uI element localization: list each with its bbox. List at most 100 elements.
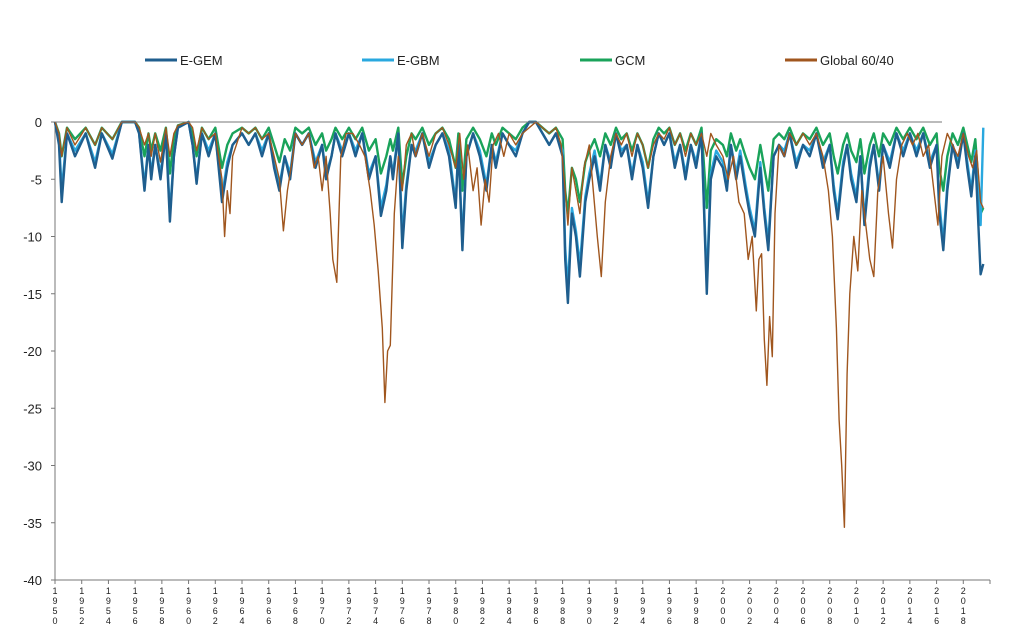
y-tick-label: -10 (23, 230, 42, 245)
x-tick-char: 7 (400, 606, 405, 616)
x-tick-char: 4 (373, 616, 378, 626)
series-layer (53, 120, 985, 528)
x-tick-char: 4 (640, 616, 645, 626)
x-tick-char: 4 (106, 616, 111, 626)
x-tick-char: 8 (694, 616, 699, 626)
legend-label-0: E-GEM (180, 53, 223, 68)
y-tick-label: -25 (23, 401, 42, 416)
x-tick-char: 9 (239, 596, 244, 606)
legend: E-GEM E-GBM GCM Global 60/40 (145, 53, 894, 68)
x-tick-char: 1 (106, 586, 111, 596)
x-tick-char: 9 (52, 596, 57, 606)
x-tick-char: 9 (613, 606, 618, 616)
x-tick-char: 2 (346, 616, 351, 626)
x-tick-char: 1 (400, 586, 405, 596)
x-tick-char: 9 (320, 596, 325, 606)
x-tick-char: 6 (667, 616, 672, 626)
x-tick-char: 2 (907, 586, 912, 596)
x-tick-char: 0 (453, 616, 458, 626)
y-tick-label: -30 (23, 459, 42, 474)
x-tick-char: 9 (426, 596, 431, 606)
x-tick-char: 0 (854, 616, 859, 626)
x-tick-char: 1 (934, 606, 939, 616)
x-tick-char: 1 (293, 586, 298, 596)
x-tick-char: 9 (133, 596, 138, 606)
y-tick-label: -20 (23, 344, 42, 359)
series-line-3 (54, 121, 984, 528)
y-axis: 0 -5 -10 -15 -20 -25 -30 -35 -40 (23, 115, 56, 588)
x-tick-char: 4 (907, 616, 912, 626)
x-tick-char: 2 (480, 616, 485, 626)
x-tick-char: 0 (827, 596, 832, 606)
x-tick-char: 1 (881, 606, 886, 616)
x-tick-char: 0 (720, 616, 725, 626)
x-tick-char: 1 (373, 586, 378, 596)
x-tick-char: 9 (613, 596, 618, 606)
x-tick-char: 9 (79, 596, 84, 606)
x-tick-char: 1 (667, 586, 672, 596)
x-tick-char: 9 (159, 596, 164, 606)
x-tick-char: 2 (881, 616, 886, 626)
legend-label-2: GCM (615, 53, 645, 68)
x-tick-char: 1 (453, 586, 458, 596)
x-tick-char: 1 (320, 586, 325, 596)
x-tick-char: 0 (881, 596, 886, 606)
x-tick-char: 1 (159, 586, 164, 596)
x-tick-char: 6 (293, 606, 298, 616)
x-tick-char: 0 (854, 596, 859, 606)
x-tick-char: 5 (106, 606, 111, 616)
x-tick-char: 0 (320, 616, 325, 626)
x-tick-char: 2 (720, 586, 725, 596)
x-tick-char: 1 (480, 586, 485, 596)
x-tick-char: 8 (426, 616, 431, 626)
x-tick-char: 9 (507, 596, 512, 606)
x-tick-char: 2 (961, 586, 966, 596)
x-tick-char: 9 (587, 596, 592, 606)
y-tick-label: -5 (30, 172, 42, 187)
x-tick-char: 2 (934, 586, 939, 596)
x-tick-char: 6 (266, 616, 271, 626)
x-tick-char: 9 (106, 596, 111, 606)
x-tick-char: 1 (239, 586, 244, 596)
x-tick-char: 9 (480, 596, 485, 606)
x-tick-char: 6 (800, 616, 805, 626)
x-tick-char: 9 (533, 596, 538, 606)
x-tick-char: 9 (213, 596, 218, 606)
x-tick-char: 1 (213, 586, 218, 596)
x-tick-char: 1 (426, 586, 431, 596)
y-tick-label: -40 (23, 573, 42, 588)
x-tick-char: 2 (774, 586, 779, 596)
x-tick-char: 1 (507, 586, 512, 596)
x-tick-char: 9 (667, 606, 672, 616)
x-tick-char: 1 (266, 586, 271, 596)
x-tick-char: 9 (640, 596, 645, 606)
x-tick-char: 0 (774, 596, 779, 606)
x-tick-char: 5 (159, 606, 164, 616)
y-tick-label: -35 (23, 516, 42, 531)
x-tick-char: 0 (720, 606, 725, 616)
x-axis: 1 9 5 01 9 5 21 9 5 41 9 5 61 9 5 81 9 6 01 9 6 21 9 6 41 9 6 61 9 6 8… (52, 579, 991, 626)
x-tick-char: 6 (186, 606, 191, 616)
x-tick-char: 0 (961, 596, 966, 606)
x-tick-char: 2 (213, 616, 218, 626)
x-tick-char: 9 (694, 596, 699, 606)
y-tick-label: 0 (35, 115, 42, 130)
legend-label-1: E-GBM (397, 53, 440, 68)
x-tick-char: 0 (827, 606, 832, 616)
